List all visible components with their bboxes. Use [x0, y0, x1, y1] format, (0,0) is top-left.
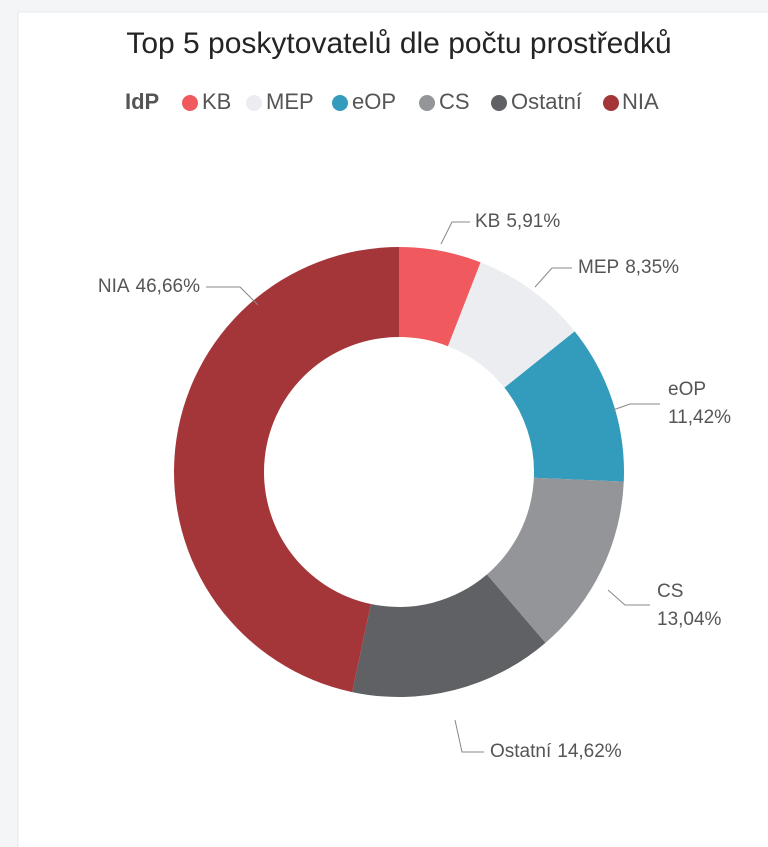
leader-line: [534, 267, 572, 288]
legend-swatch: [332, 95, 348, 111]
leader-line: [607, 589, 650, 606]
donut-slice: [486, 477, 624, 643]
data-label: 14,62%: [557, 741, 622, 762]
legend-label: NIA: [622, 89, 659, 114]
data-label-name: MEP: [578, 257, 619, 278]
leader-line: [440, 221, 470, 245]
legend-label: Ostatní: [511, 89, 582, 114]
legend-swatch: [246, 95, 262, 111]
data-label: 5,91%: [506, 211, 560, 232]
data-label-name: KB: [475, 211, 500, 232]
legend-swatch: [419, 95, 435, 111]
donut-slice: [352, 574, 546, 697]
donut-slice: [447, 262, 575, 388]
data-label-name: Ostatní: [490, 741, 552, 762]
data-label: 11,42%: [668, 407, 731, 428]
data-label: 46,66%: [136, 276, 201, 297]
chart-title: Top 5 poskytovatelů dle počtu prostředků: [126, 27, 671, 60]
data-label-group: Ostatní 14,62%: [490, 741, 622, 762]
donut-slice: [399, 247, 481, 347]
data-label-group: KB 5,91%: [475, 211, 560, 232]
data-label-group: NIA 46,66%: [98, 276, 200, 297]
data-label: 13,04%: [657, 609, 722, 630]
leader-line: [454, 719, 484, 753]
donut-slice: [504, 331, 625, 482]
legend-label: CS: [439, 89, 470, 114]
donut-slice: [173, 247, 399, 693]
legend-swatch: [182, 95, 198, 111]
legend-label: eOP: [352, 89, 396, 114]
legend-label: MEP: [266, 89, 314, 114]
legend-swatch: [491, 95, 507, 111]
legend-swatch: [603, 95, 619, 111]
leader-line: [612, 403, 660, 411]
legend-title: IdP: [125, 89, 159, 114]
card: [17, 11, 768, 847]
leader-line: [206, 286, 259, 306]
data-label-name: CS: [657, 581, 683, 602]
legend-label: KB: [202, 89, 231, 114]
data-label: 8,35%: [625, 257, 679, 278]
data-label-name: NIA: [98, 276, 130, 297]
data-label-name: eOP: [668, 379, 706, 400]
data-label-group: MEP 8,35%: [578, 257, 679, 278]
